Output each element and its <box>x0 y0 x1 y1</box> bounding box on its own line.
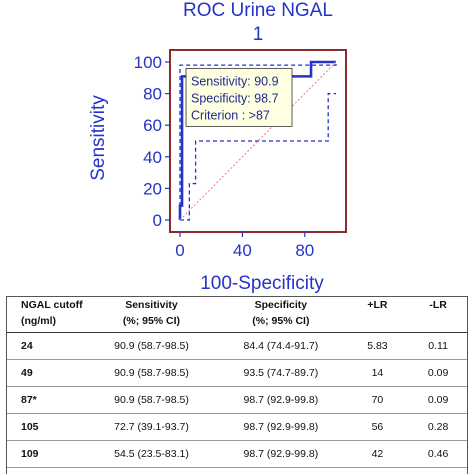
y-tick-label: 80 <box>143 85 162 104</box>
cell-plus-lr: 14 <box>345 359 410 387</box>
cell-specificity: 98.7 (92.9-99.8) <box>216 440 346 468</box>
chart-title: ROC Urine NGAL <box>183 0 333 21</box>
table-row: 105 72.7 (39.1-93.7) 98.7 (92.9-99.8) 56… <box>7 413 467 441</box>
cell-cutoff: 49 <box>7 359 87 387</box>
ngal-cutoff-table: NGAL cutoff Sensitivity Specificity +LR … <box>6 296 468 474</box>
y-tick-label: 20 <box>143 179 162 198</box>
ci-upper-line <box>179 62 337 220</box>
cell-sensitivity: 72.7 (39.1-93.7) <box>86 413 217 441</box>
y-tick-label: 60 <box>143 116 162 135</box>
cell-specificity: 84.4 (74.4-91.7) <box>216 332 346 360</box>
table-row: 87* 90.9 (58.7-98.5) 98.7 (92.9-99.8) 70… <box>7 386 467 414</box>
header-minus-lr: -LR <box>429 299 447 311</box>
header-units-plus-lr <box>345 313 410 333</box>
cell-sensitivity: 90.9 (58.7-98.5) <box>86 386 217 414</box>
header-sensitivity: Sensitivity <box>125 299 178 311</box>
table-row: 109 54.5 (23.5-83.1) 98.7 (92.9-99.8) 42… <box>7 440 467 468</box>
cell-plus-lr: 56 <box>345 413 410 441</box>
reference-diagonal-line <box>179 61 337 221</box>
header-units-minus-lr <box>409 313 467 333</box>
cell-sensitivity: 54.5 (23.5-83.1) <box>86 440 217 468</box>
header-units-ngal: (ng/ml) <box>7 313 87 333</box>
cell-minus-lr: 0.09 <box>409 386 467 414</box>
tooltip-box <box>185 67 293 127</box>
y-tick-label: 40 <box>143 148 162 167</box>
cell-minus-lr: 0.11 <box>409 332 467 360</box>
header-units-specificity: (%; 95% CI) <box>216 313 346 333</box>
cell-specificity: 93.5 (74.7-89.7) <box>216 359 346 387</box>
cell-specificity: 98.7 (92.9-99.8) <box>216 413 346 441</box>
cell-plus-lr: 42 <box>345 440 410 468</box>
cell-specificity: 98.7 (92.9-99.8) <box>216 386 346 414</box>
x-tick-label: 40 <box>233 241 252 260</box>
tooltip-line: Sensitivity: 90.9 <box>191 74 279 88</box>
table-row: 24 90.9 (58.7-98.5) 84.4 (74.4-91.7) 5.8… <box>7 332 467 360</box>
cell-cutoff: 24 <box>7 332 87 360</box>
cell-minus-lr: 0.28 <box>409 413 467 441</box>
y-tick-label: 0 <box>153 211 162 230</box>
cell-cutoff: 105 <box>7 413 87 441</box>
tooltip-line: Specificity: 98.7 <box>191 91 279 105</box>
cell-plus-lr: 70 <box>345 386 410 414</box>
cell-cutoff: 109 <box>7 440 87 468</box>
roc-chart: ROC Urine NGAL 1 Sensitivity 100-Specifi… <box>88 0 347 294</box>
cutoff-table: NGAL cutoff Sensitivity Specificity +LR … <box>7 297 467 468</box>
header-plus-lr: +LR <box>367 299 388 311</box>
x-axis-label: 100-Specificity <box>200 273 324 294</box>
cell-minus-lr: 0.46 <box>409 440 467 468</box>
header-specificity: Specificity <box>254 299 308 311</box>
ci-lower-line <box>180 92 336 221</box>
tooltip-line: Criterion : >87 <box>191 108 270 122</box>
table-header-row: NGAL cutoff Sensitivity Specificity +LR … <box>7 297 467 313</box>
table-row: 49 90.9 (58.7-98.5) 93.5 (74.7-89.7) 14 … <box>7 359 467 387</box>
header-ngal-cutoff: NGAL cutoff <box>21 299 83 311</box>
cell-sensitivity: 90.9 (58.7-98.5) <box>86 332 217 360</box>
chart-subtitle: 1 <box>253 24 264 45</box>
header-units-sensitivity: (%; 95% CI) <box>86 313 217 333</box>
cell-sensitivity: 90.9 (58.7-98.5) <box>86 359 217 387</box>
cell-cutoff: 87* <box>7 386 87 414</box>
y-axis-label: Sensitivity <box>88 95 109 181</box>
table-header-units-row: (ng/ml) (%; 95% CI) (%; 95% CI) <box>7 313 467 333</box>
y-tick-label: 100 <box>134 53 162 72</box>
cell-minus-lr: 0.09 <box>409 359 467 387</box>
x-tick-label: 80 <box>295 241 314 260</box>
x-tick-label: 0 <box>175 241 184 260</box>
cell-plus-lr: 5.83 <box>345 332 410 360</box>
